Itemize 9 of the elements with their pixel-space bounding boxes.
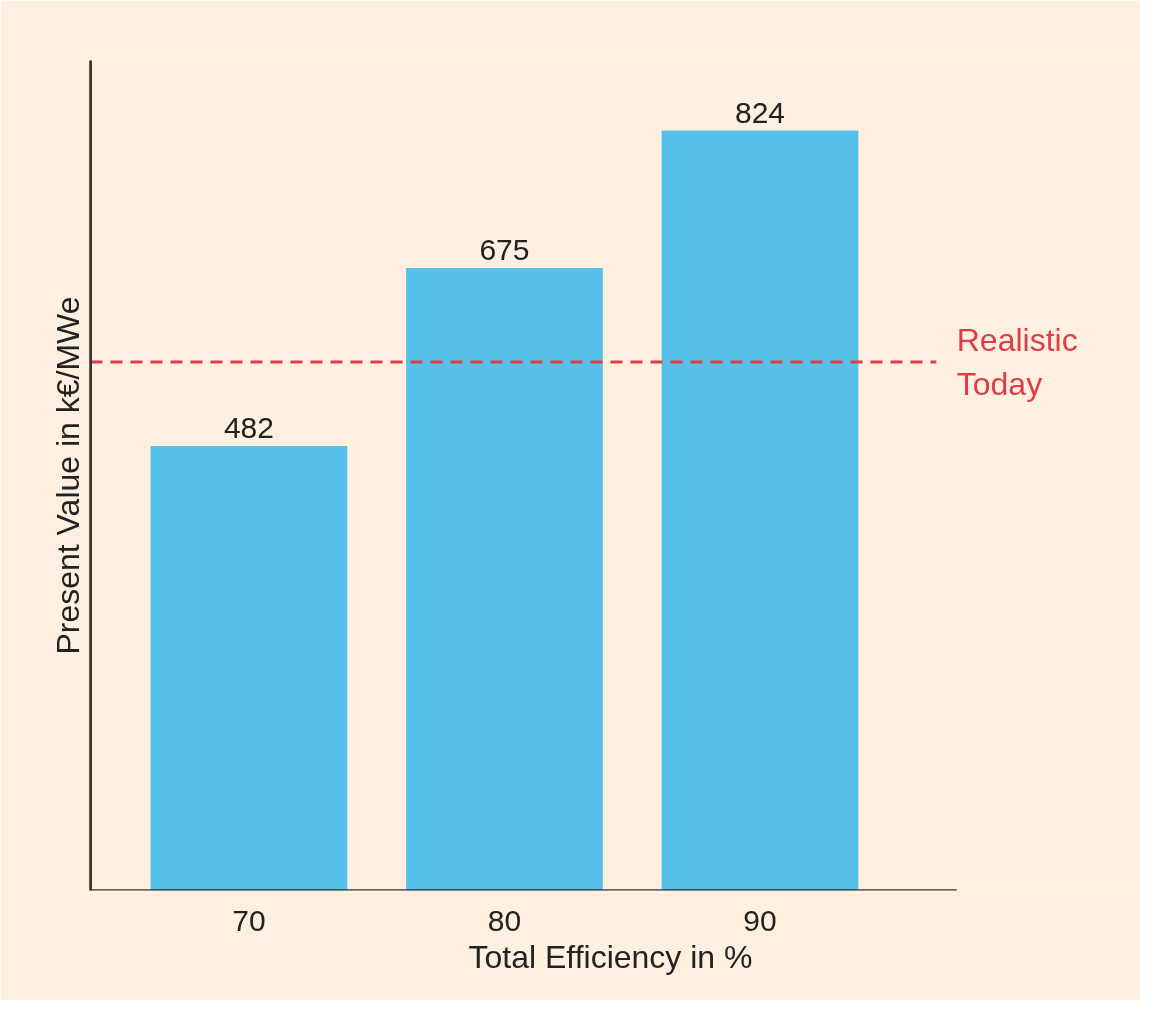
data-label: 824 xyxy=(734,95,786,129)
data-label: 675 xyxy=(479,233,530,266)
x-tick-label: 70 xyxy=(232,903,266,937)
x-tick-label: 90 xyxy=(743,903,777,937)
x-axis-title: Total Efficiency in % xyxy=(468,938,753,975)
y-axis-title: Present Value in k€/MWe xyxy=(49,296,86,655)
x-tick-label: 80 xyxy=(487,903,522,937)
data-label: 482 xyxy=(223,410,274,444)
ref-line-label: Realistic Today xyxy=(956,322,1078,402)
